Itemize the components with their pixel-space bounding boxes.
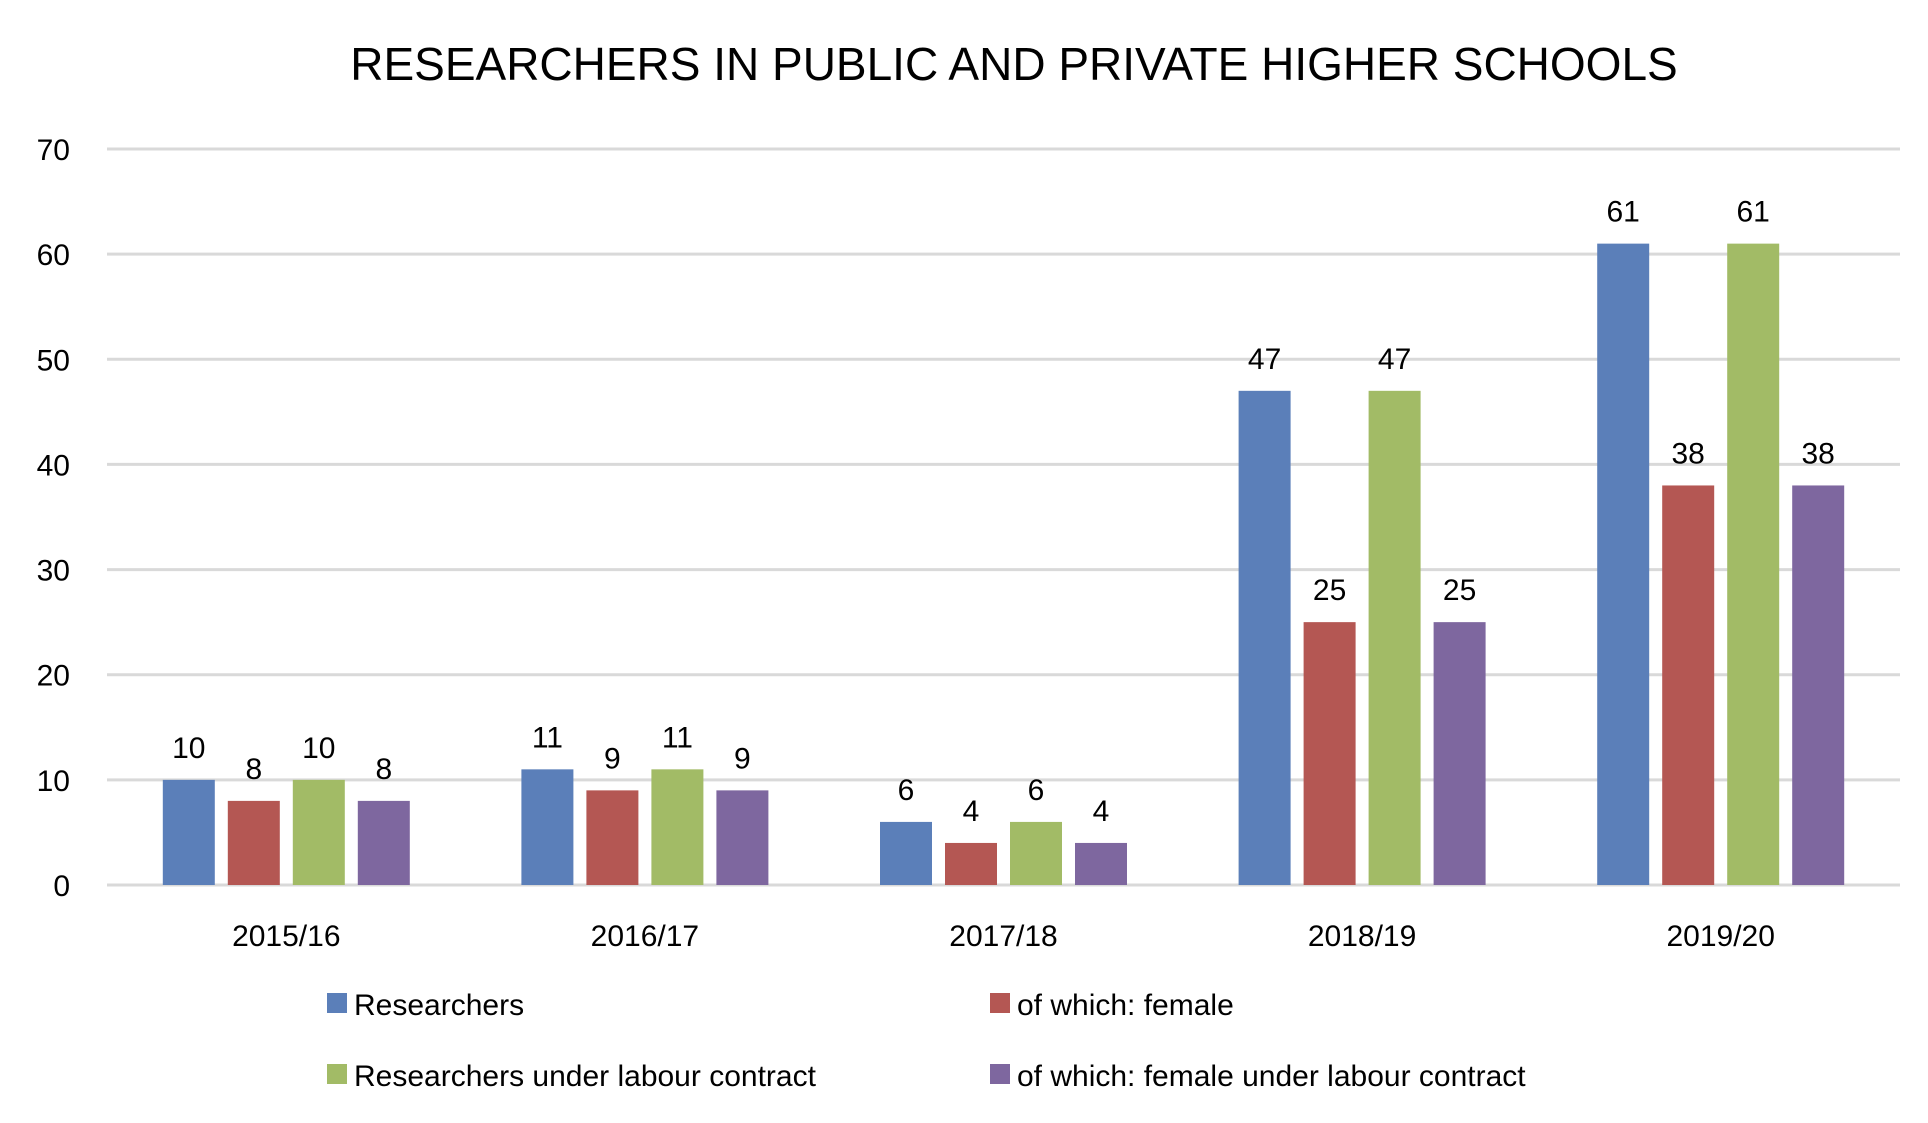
y-tick-label: 30 xyxy=(37,555,70,588)
data-label: 9 xyxy=(604,742,621,775)
data-label: 11 xyxy=(532,721,563,754)
data-label: 10 xyxy=(172,732,205,765)
bar xyxy=(880,821,932,885)
bar xyxy=(1792,485,1845,885)
data-label: 47 xyxy=(1378,343,1411,376)
data-label: 25 xyxy=(1313,574,1346,607)
legend-item: of which: female xyxy=(990,989,1234,1022)
data-label: 61 xyxy=(1737,196,1770,229)
legend-label: of which: female under labour contract xyxy=(1017,1060,1526,1093)
legend-label: of which: female xyxy=(1017,989,1234,1022)
x-category-label: 2019/20 xyxy=(1666,920,1774,953)
bar xyxy=(1662,485,1715,885)
y-tick-label: 0 xyxy=(53,870,70,903)
bar xyxy=(227,800,280,885)
y-tick-label: 70 xyxy=(37,134,70,167)
data-label: 10 xyxy=(302,732,335,765)
data-label: 25 xyxy=(1443,574,1476,607)
data-label: 38 xyxy=(1672,437,1705,470)
bar xyxy=(945,842,997,885)
y-tick-label: 40 xyxy=(37,449,70,482)
data-label: 11 xyxy=(662,721,693,754)
chart-title: RESEARCHERS IN PUBLIC AND PRIVATE HIGHER… xyxy=(350,38,1677,90)
x-category-label: 2018/19 xyxy=(1308,920,1416,953)
legend-label: Researchers under labour contract xyxy=(354,1060,817,1093)
data-label: 8 xyxy=(245,753,262,786)
data-label: 6 xyxy=(1028,774,1045,807)
data-label: 47 xyxy=(1248,343,1281,376)
bar xyxy=(292,779,345,885)
data-label: 38 xyxy=(1802,437,1835,470)
data-labels: 10 8 10 8 11 9 11 9 6 4 6 4 47 25 47 25 61 38 61 38 xyxy=(172,196,1835,828)
data-label: 9 xyxy=(734,742,751,775)
data-label: 6 xyxy=(898,774,915,807)
bar xyxy=(1238,390,1291,885)
gridlines xyxy=(107,147,1900,887)
bar xyxy=(1597,243,1650,886)
bar xyxy=(586,790,639,885)
legend: Researchers of which: female Researchers u… xyxy=(327,989,1526,1093)
bar xyxy=(1368,390,1421,885)
legend-item: Researchers under labour contract xyxy=(327,1060,817,1093)
x-category-label: 2016/17 xyxy=(591,920,699,953)
data-label: 61 xyxy=(1607,196,1640,229)
bar xyxy=(1303,622,1356,885)
y-tick-label: 20 xyxy=(37,660,70,693)
legend-item: of which: female under labour contract xyxy=(990,1060,1526,1093)
bar xyxy=(1727,243,1780,886)
bar xyxy=(1433,622,1486,885)
y-tick-label: 60 xyxy=(37,239,70,272)
bars xyxy=(162,243,1845,886)
bar xyxy=(162,779,215,885)
x-axis-categories: 2015/16 2016/17 2017/18 2018/19 2019/20 xyxy=(232,920,1775,953)
legend-swatch xyxy=(990,993,1010,1013)
bar xyxy=(521,769,574,885)
legend-swatch xyxy=(327,993,347,1013)
data-label: 4 xyxy=(963,795,980,828)
bar xyxy=(1075,842,1127,885)
x-category-label: 2017/18 xyxy=(949,920,1057,953)
data-label: 8 xyxy=(375,753,392,786)
bar xyxy=(357,800,410,885)
y-axis-ticks: 0 10 20 30 40 50 60 70 xyxy=(37,134,70,903)
y-tick-label: 50 xyxy=(37,344,70,377)
legend-item: Researchers xyxy=(327,989,524,1022)
x-category-label: 2015/16 xyxy=(232,920,340,953)
legend-label: Researchers xyxy=(354,989,524,1022)
bar xyxy=(716,790,769,885)
legend-swatch xyxy=(990,1064,1010,1084)
bar xyxy=(651,769,704,885)
legend-swatch xyxy=(327,1064,347,1084)
y-tick-label: 10 xyxy=(37,765,70,798)
data-label: 4 xyxy=(1093,795,1110,828)
bar xyxy=(1010,821,1062,885)
